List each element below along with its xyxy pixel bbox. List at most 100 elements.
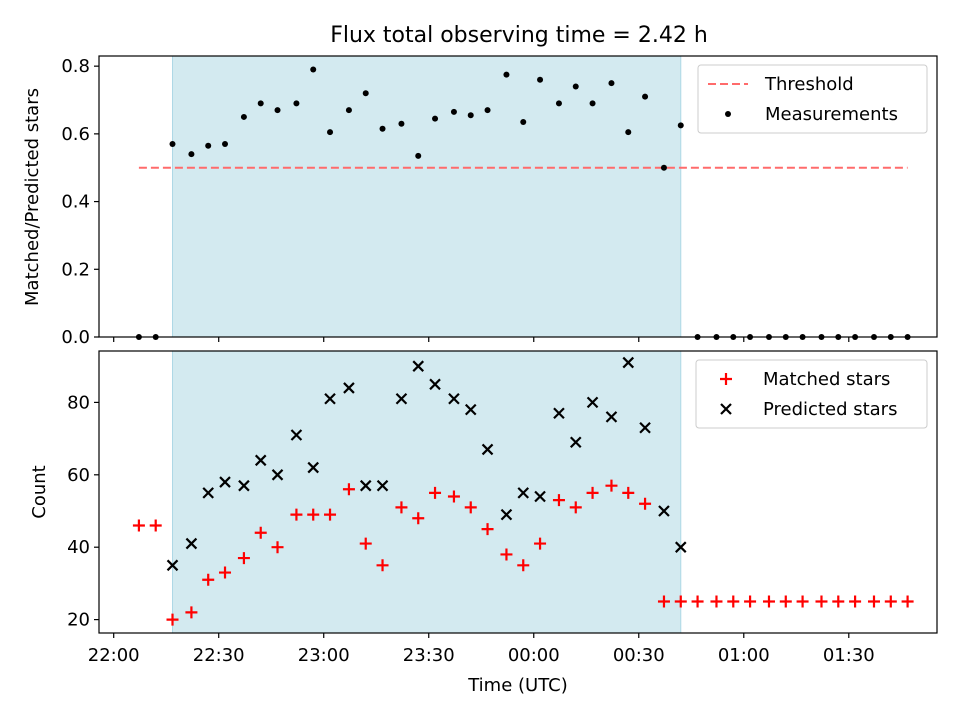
predicted-stars-point [254, 454, 267, 467]
measurements-point [274, 107, 281, 114]
matched-stars-point [867, 595, 880, 608]
measurements-point [222, 141, 229, 148]
matched-stars-point [412, 512, 425, 525]
measurements-point [345, 107, 352, 114]
ratio-data-marks [135, 66, 911, 340]
measurements-point [415, 152, 422, 159]
ratio-y-tick-label: 0.0 [61, 327, 90, 348]
predicted-stars-point [395, 393, 408, 405]
measurements-point [589, 100, 596, 107]
measurements-point [608, 80, 615, 87]
matched-stars-point [710, 595, 723, 608]
matched-stars-point [149, 519, 162, 532]
ratio-observing-span [172, 56, 682, 337]
ratio-panel: 0.00.20.40.60.8 Matched/Predicted stars … [22, 55, 938, 348]
counts-shaded-span [172, 351, 681, 633]
matched-stars-point [290, 508, 303, 521]
predicted-stars-point [376, 479, 389, 492]
counts-y-tick-label: 20 [67, 610, 90, 631]
ratio-shaded-span [172, 56, 681, 337]
matched-stars-point [849, 595, 862, 608]
matched-stars-point [395, 501, 408, 514]
matched-stars-point [517, 559, 530, 572]
predicted-stars-point [500, 508, 513, 521]
predicted-stars-point [343, 382, 355, 394]
measurements-point [257, 100, 264, 107]
predicted-stars-point [448, 393, 460, 405]
matched-stars-point [605, 479, 618, 492]
matched-stars-point [796, 595, 809, 608]
matched-stars-point [815, 595, 828, 608]
measurements-point [169, 141, 176, 148]
matched-stars-point [481, 523, 494, 536]
measurements-point [677, 122, 684, 129]
counts-observing-span [172, 351, 682, 633]
measurements-point [327, 129, 334, 136]
predicted-stars-point [202, 487, 214, 499]
measurements-point [572, 83, 579, 90]
matched-stars-point [307, 508, 320, 521]
ratio-y-tick-label: 0.2 [61, 259, 90, 280]
ratio-x-ticks [113, 337, 850, 342]
measurements-point [310, 66, 317, 73]
matched-stars-point [744, 595, 757, 608]
predicted-stars-point [569, 436, 582, 449]
matched-stars-point [657, 595, 670, 608]
counts-x-axis: 22:00 22:30 23:00 23:30 00:00 00:30 01:00 01:30 [88, 633, 875, 666]
predicted-stars-point [219, 476, 231, 488]
measurements-point [293, 100, 300, 107]
legend-matched-label: Matched stars [763, 369, 890, 390]
measurements-point [188, 151, 195, 158]
matched-stars-point [552, 494, 565, 507]
matched-stars-point [884, 595, 897, 608]
legend-predicted-label: Predicted stars [763, 399, 897, 420]
matched-stars-point [429, 486, 442, 499]
measurements-point [625, 129, 632, 136]
measurements-point [205, 142, 212, 149]
predicted-stars-point [307, 461, 320, 474]
counts-axes-frame [98, 350, 938, 634]
matched-stars-point [691, 595, 704, 608]
measurements-point [362, 90, 369, 97]
matched-stars-point [342, 483, 355, 496]
predicted-stars-point [481, 443, 494, 456]
measurements-point [660, 164, 667, 171]
x-tick-label: 23:30 [403, 645, 455, 666]
matched-stars-point [202, 573, 215, 586]
legend-threshold-label: Threshold [764, 74, 854, 95]
x-axis-label: Time (UTC) [467, 675, 568, 696]
measurements-point [484, 107, 491, 114]
matched-stars-point [254, 526, 267, 539]
predicted-stars-point [412, 360, 425, 372]
matched-stars-point [464, 501, 477, 514]
predicted-stars-point [534, 490, 546, 503]
measurements-point [240, 113, 247, 120]
matched-stars-point [622, 486, 635, 499]
matched-stars-point [674, 595, 687, 608]
matched-stars-point [901, 595, 914, 608]
legend-measurements-label: Measurements [765, 104, 898, 125]
x-tick-label: 22:00 [88, 645, 140, 666]
x-tick-label: 00:00 [508, 645, 560, 666]
predicted-stars-point [553, 407, 565, 420]
matched-stars-point [132, 519, 145, 532]
measurements-point [450, 108, 457, 115]
counts-y-tick-label: 60 [67, 465, 90, 486]
matched-stars-point [569, 501, 582, 514]
counts-y-tick-label: 80 [67, 392, 90, 413]
measurements-point [398, 120, 405, 127]
ratio-y-axis: 0.0 0.2 0.4 0.6 0.8 [61, 56, 99, 348]
counts-data-marks [132, 356, 914, 626]
matched-stars-point [639, 497, 652, 510]
predicted-stars-point [464, 403, 477, 416]
legend-predicted-swatch [720, 403, 732, 415]
matched-stars-point [237, 552, 250, 565]
predicted-stars-point [674, 541, 687, 553]
measurements-point [642, 93, 649, 100]
matched-stars-point [166, 613, 179, 626]
predicted-stars-point [605, 411, 618, 423]
predicted-stars-point [185, 537, 198, 550]
matched-stars-point [359, 537, 372, 550]
predicted-stars-point [359, 479, 372, 492]
